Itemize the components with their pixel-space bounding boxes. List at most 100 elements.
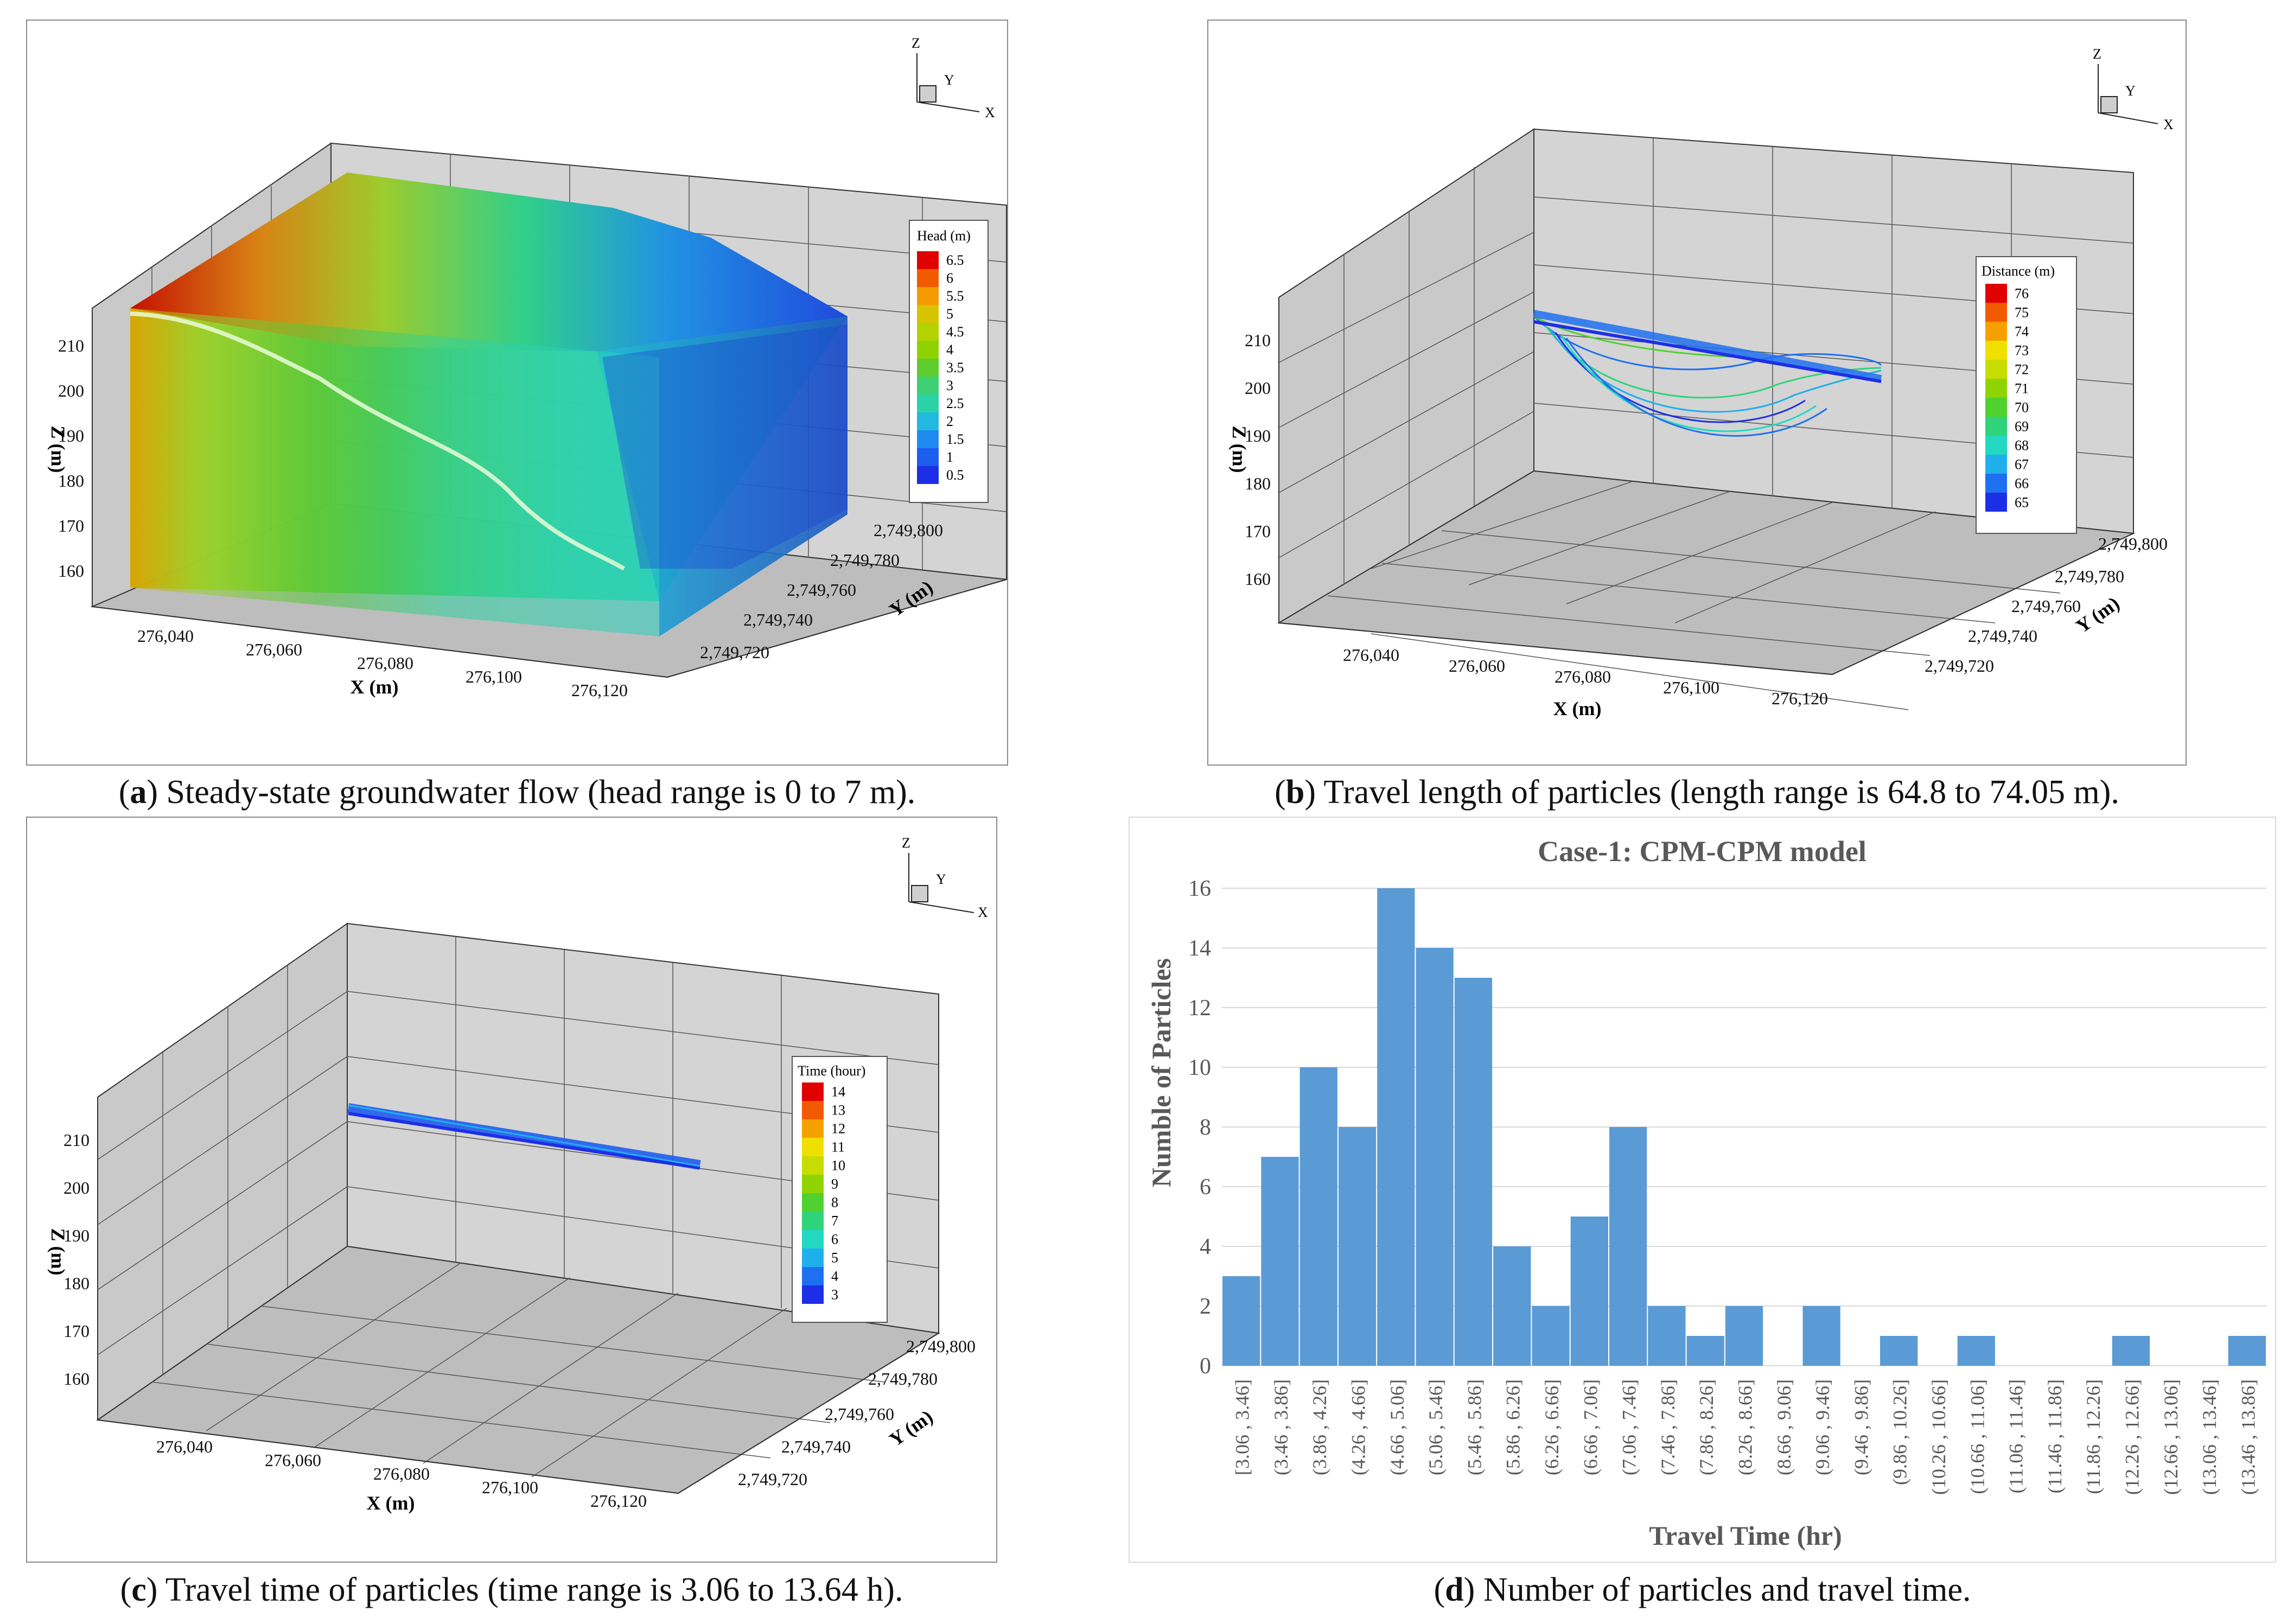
y-tick-label: 12	[1188, 996, 1211, 1021]
orientation-label: Y	[944, 72, 954, 88]
bar	[1222, 1276, 1260, 1366]
legend-value: 68	[2015, 437, 2029, 453]
z-tick: 160	[1245, 569, 1271, 589]
x-tick-label: (10.26 , 10.66]	[1928, 1379, 1950, 1495]
legend-swatch	[1985, 493, 2007, 512]
legend-value: 65	[2015, 494, 2029, 510]
head-legend: Head (m) 6.5 6 5.5 5 4.5 4 3.5 3 2.5 2 1.5 1 0.5	[909, 220, 989, 503]
x-tick: 276,120	[571, 680, 628, 700]
z-tick: 160	[63, 1369, 90, 1389]
x-tick-label: (6.66 , 7.06]	[1579, 1379, 1601, 1475]
x-tick: 276,040	[137, 626, 194, 646]
y-tick-label: 0	[1200, 1354, 1211, 1379]
legend-value: 7	[831, 1213, 838, 1229]
y-tick: 2,749,780	[830, 550, 900, 570]
legend-swatch	[917, 269, 939, 287]
legend-swatch	[1985, 322, 2007, 341]
bar	[2112, 1336, 2150, 1366]
orientation-axes-icon	[908, 853, 974, 913]
bar	[1570, 1217, 1608, 1366]
y-tick-label: 8	[1200, 1115, 1211, 1140]
legend-swatch	[917, 448, 939, 466]
legend-swatch	[802, 1138, 824, 1156]
legend-value: 5	[831, 1250, 838, 1266]
legend-value: 73	[2015, 342, 2029, 358]
bar	[1454, 978, 1493, 1366]
x-tick: 276,100	[466, 667, 522, 686]
x-tick-label: (9.06 , 9.46]	[1812, 1379, 1833, 1475]
y-tick: 2,749,740	[743, 610, 813, 629]
legend-value: 5.5	[946, 288, 964, 304]
orientation-label: Z	[902, 835, 910, 851]
y-tick: 2,749,740	[1968, 626, 2037, 646]
legend-value: 4	[831, 1269, 838, 1284]
legend-swatch	[1985, 303, 2007, 322]
legend-swatch	[1985, 284, 2007, 303]
panel-c-plot: 210 200 190 180 170 160 Z (m) 276,040 27…	[47, 835, 988, 1514]
legend-value: 4.5	[946, 324, 964, 340]
legend-value: 71	[2015, 380, 2029, 396]
x-tick-label: (13.06 , 13.46]	[2199, 1379, 2220, 1495]
legend-value: 75	[2015, 304, 2029, 320]
orientation-axes-icon	[916, 53, 980, 112]
legend-value: 66	[2015, 475, 2029, 491]
y-axis-title: Numble of Particles	[1146, 958, 1176, 1187]
legend-value: 11	[831, 1139, 845, 1155]
legend-swatch	[802, 1082, 824, 1101]
bar	[1493, 1246, 1531, 1366]
z-tick: 170	[63, 1321, 90, 1341]
x-tick: 276,120	[590, 1491, 647, 1511]
x-tick-label: (11.46 , 11.86]	[2044, 1379, 2066, 1493]
legend-value: 6	[946, 270, 953, 286]
z-tick: 210	[63, 1130, 90, 1150]
x-tick: 276,060	[265, 1450, 321, 1470]
y-tick-label: 6	[1200, 1175, 1211, 1200]
chart-title: Case-1: CPM-CPM model	[1538, 835, 1866, 868]
y-tick: 2,749,800	[874, 520, 943, 540]
y-tick: 2,749,800	[906, 1336, 976, 1356]
distance-legend: Distance (m) 76 75 74 73 72 71 70 69 68 67 66 65	[1976, 256, 2077, 534]
x-tick: 276,100	[482, 1477, 538, 1497]
bar	[1686, 1336, 1724, 1366]
x-tick-label: (11.86 , 12.26]	[2082, 1379, 2104, 1494]
x-tick-label: (10.66 , 11.06]	[1966, 1379, 1988, 1494]
legend-swatch	[917, 466, 939, 484]
legend-swatch	[1985, 417, 2007, 436]
orientation-label: X	[978, 905, 988, 920]
caption-b: (b) Travel length of particles (length r…	[1275, 774, 2119, 811]
z-tick: 170	[58, 516, 84, 536]
legend-value: 1	[946, 449, 953, 465]
orientation-label: X	[2163, 117, 2174, 132]
caption-d: (d) Number of particles and travel time.	[1434, 1571, 1971, 1608]
legend-swatch	[1985, 398, 2007, 417]
legend-value: 12	[831, 1121, 845, 1137]
panel-b-plot: 210 200 190 180 170 160 Z (m) 276,040 27…	[1228, 46, 2174, 719]
x-tick-label: [3.06 , 3.46]	[1232, 1379, 1253, 1475]
legend-value: 70	[2015, 399, 2029, 415]
legend-value: 2	[946, 413, 953, 429]
legend-swatch	[1985, 341, 2007, 360]
orientation-label: Y	[936, 871, 946, 887]
legend-title: Distance (m)	[1982, 263, 2055, 279]
bar	[1377, 888, 1415, 1366]
orientation-axes-icon	[2098, 64, 2158, 124]
orientation-label: Y	[2125, 83, 2136, 99]
legend-value: 6	[831, 1232, 838, 1247]
legend-swatch	[917, 412, 939, 430]
caption-a: (a) Steady-state groundwater flow (head …	[118, 774, 916, 811]
particle-paths	[347, 1103, 701, 1170]
legend-value: 69	[2015, 418, 2029, 434]
x-axis-title: Travel Time (hr)	[1649, 1520, 1842, 1551]
legend-swatch	[1985, 455, 2007, 474]
legend-swatch	[802, 1175, 824, 1193]
legend-value: 72	[2015, 361, 2029, 377]
bar	[2228, 1336, 2266, 1366]
x-tick: 276,080	[357, 653, 413, 673]
y-tick-label: 16	[1188, 876, 1211, 901]
particle-paths	[1533, 310, 1882, 437]
y-tick: 2,749,780	[2055, 566, 2124, 586]
z-tick: 160	[58, 561, 84, 581]
legend-value: 3	[946, 378, 953, 393]
legend-swatch	[802, 1230, 824, 1249]
x-tick: 276,060	[246, 640, 302, 659]
